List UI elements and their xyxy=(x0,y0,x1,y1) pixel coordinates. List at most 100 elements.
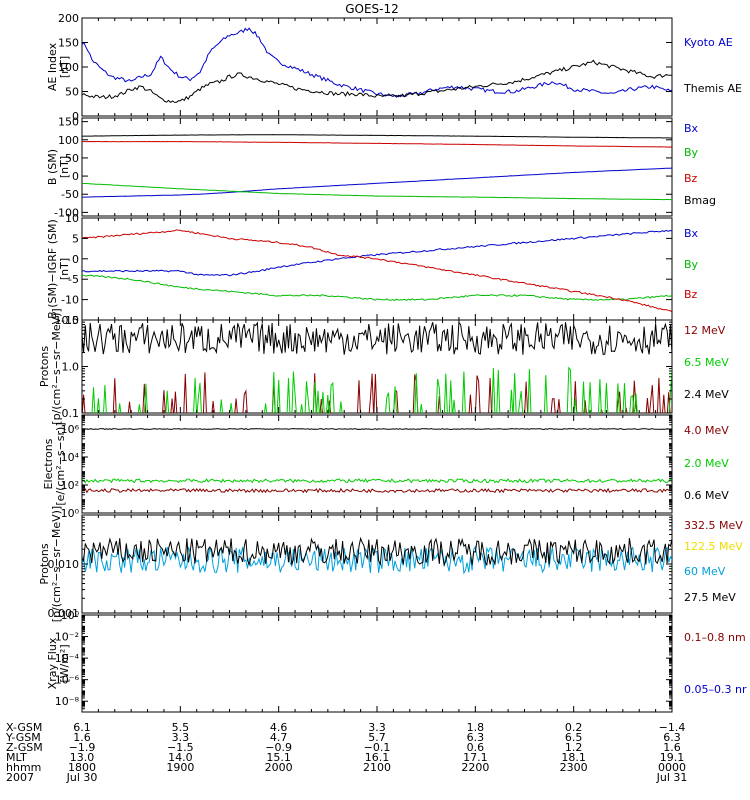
panel-1: 0 50 100 150 200 AE Index[nT] Kyoto AE Themis A… xyxy=(46,12,742,123)
x-tick-value: Jul 30 xyxy=(66,771,98,784)
x-tick-value: 0.2 xyxy=(565,721,583,734)
series-line-2 xyxy=(82,182,672,201)
ytick-label: -15 xyxy=(61,314,79,327)
ytick-label: 10 xyxy=(65,212,79,225)
ytick-label: 10⁰ xyxy=(61,609,80,622)
x-tick-value: −1.5 xyxy=(167,741,194,754)
series-line-2 xyxy=(82,59,672,104)
x-tick-value: 1.8 xyxy=(467,721,485,734)
y-axis-label: B (SM)[nT] xyxy=(46,149,71,185)
x-tick-value: 6.5 xyxy=(565,731,583,744)
ytick-label: 10⁶ xyxy=(61,423,80,436)
chart-title: GOES-12 xyxy=(345,2,399,16)
series-line-3 xyxy=(82,321,672,356)
x-tick-value: 5.5 xyxy=(172,721,190,734)
legend-entry: 4.0 MeV xyxy=(684,424,729,437)
x-tick-value: 2000 xyxy=(265,761,293,774)
x-tick-value: 19.1 xyxy=(660,751,685,764)
ytick-label: 1.0 xyxy=(62,361,80,374)
x-tick-value: 16.1 xyxy=(365,751,390,764)
y-axis-label: Protons[p/(cm²−s−sr−MeV)] xyxy=(38,308,63,424)
legend-entry: 2.0 MeV xyxy=(684,457,729,470)
x-tick-value: 6.3 xyxy=(467,731,485,744)
legend-entry: 0.6 MeV xyxy=(684,489,729,502)
panel-frame xyxy=(81,17,673,117)
series-line-1 xyxy=(82,27,672,98)
legend-entry: Bmag xyxy=(684,194,716,207)
ytick-label: 200 xyxy=(58,12,79,25)
ytick-label: 10⁰ xyxy=(61,507,80,520)
panel-7: 10⁻⁸ 10⁻⁶ 10⁻⁴ 10⁻² 10⁰ Xray Flux[W/m²] 0.1–0.… xyxy=(46,609,747,713)
x-tick-value: 0000 xyxy=(658,761,686,774)
series-group xyxy=(82,229,672,313)
ytick-label: 50 xyxy=(65,86,79,99)
panel-frame xyxy=(81,614,673,713)
ytick-label: 0.001 xyxy=(48,607,80,620)
ytick-label: 100 xyxy=(58,134,79,147)
x-tick-value: −0.1 xyxy=(364,741,391,754)
ytick-label: 10.0 xyxy=(55,314,80,327)
y-axis-label: Electrons[e/(cm²−s−sr)] xyxy=(42,422,67,505)
x-tick-value: −0.9 xyxy=(265,741,292,754)
ytick-label: 0 xyxy=(72,253,79,266)
series-group xyxy=(82,428,672,494)
x-tick-value: −1.9 xyxy=(69,741,96,754)
legend-entry: Kyoto AE xyxy=(684,36,733,49)
ytick-label: 100 xyxy=(58,61,79,74)
x-tick-value: 17.1 xyxy=(463,751,488,764)
ytick-label: 10² xyxy=(61,479,79,492)
panel-frame xyxy=(81,514,673,614)
ytick-label: 10⁻⁶ xyxy=(55,674,80,687)
y-axis-label: Protons[p/(cm²−s−sr−MeV)] xyxy=(38,506,63,622)
x-tick-value: 6.1 xyxy=(73,721,91,734)
ytick-label: -10 xyxy=(61,294,79,307)
series-line-1 xyxy=(82,229,672,277)
series-line-2 xyxy=(82,274,672,301)
series-line-3 xyxy=(82,140,672,148)
legend-entry: 6.5 MeV xyxy=(684,356,729,369)
x-axis-table: X-GSMY-GSMZ-GSMMLThhmm20076.11.6−1.913.0… xyxy=(5,721,687,784)
ytick-label: 10⁴ xyxy=(61,451,80,464)
x-tick-value: 1.2 xyxy=(565,741,583,754)
legend-entry: Bz xyxy=(684,172,698,185)
x-tick-value: 1.6 xyxy=(73,731,91,744)
legend-entry: 0.1–0.8 nm xyxy=(684,631,746,644)
legend-entry: Bz xyxy=(684,288,698,301)
x-tick-value: 0.6 xyxy=(467,741,485,754)
ytick-label: -50 xyxy=(61,188,79,201)
x-tick-value: 13.0 xyxy=(70,751,95,764)
x-row-label: 2007 xyxy=(6,771,34,784)
series-group xyxy=(82,134,672,201)
x-tick-value: 2300 xyxy=(560,761,588,774)
panel-frame xyxy=(81,117,673,217)
x-tick-value: 1.6 xyxy=(663,741,681,754)
ytick-label: 5 xyxy=(72,232,79,245)
ytick-label: -5 xyxy=(68,273,79,286)
series-line-2 xyxy=(82,478,672,484)
legend-entry: Bx xyxy=(684,122,699,135)
x-tick-value: 1900 xyxy=(166,761,194,774)
legend-entry: Themis AE xyxy=(683,82,742,95)
legend-entry: 0.05–0.3 nr xyxy=(684,683,747,696)
ytick-label: 150 xyxy=(58,37,79,50)
series-line-3 xyxy=(82,428,672,430)
x-tick-value: 3.3 xyxy=(172,731,190,744)
x-tick-value: 4.7 xyxy=(270,731,288,744)
x-row-label: MLT xyxy=(6,751,27,764)
legend-entry: By xyxy=(684,258,699,271)
panel-frame xyxy=(81,217,673,321)
legend-entry: 122.5 MeV xyxy=(684,540,743,553)
x-tick-value: 6.3 xyxy=(663,731,681,744)
x-tick-value: −1.4 xyxy=(659,721,686,734)
x-tick-value: 18.1 xyxy=(561,751,586,764)
legend-entry: 2.4 MeV xyxy=(684,388,729,401)
series-line-4 xyxy=(82,134,672,139)
ytick-label: 10⁻⁸ xyxy=(55,695,80,708)
x-tick-value: 1800 xyxy=(68,761,96,774)
x-tick-value: 5.7 xyxy=(368,731,386,744)
series-line-4 xyxy=(82,536,672,567)
y-axis-label: Xray Flux[W/m²] xyxy=(46,637,71,689)
